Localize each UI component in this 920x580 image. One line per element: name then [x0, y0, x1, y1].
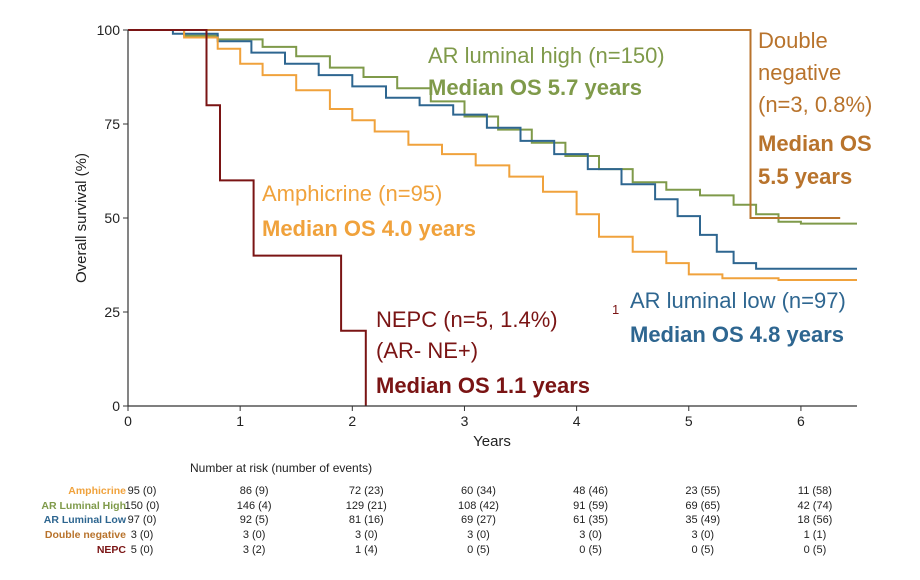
y-tick-label: 50	[104, 210, 120, 226]
risk-row-label: AR Luminal Low	[43, 514, 126, 526]
risk-cell: 72 (23)	[348, 485, 384, 497]
survival-curves	[128, 29, 857, 406]
y-axis-label: Overall survival (%)	[73, 153, 90, 283]
nepc-footnote: 1	[612, 302, 619, 317]
ticks: 0 1 2 3 4 5 6 0 25 50 75 100	[97, 22, 805, 429]
kaplan-meier-chart: Years Overall survival (%) 0 1 2 3 4 5 6 0 25 50 7…	[73, 22, 872, 450]
ar-high-name: AR luminal high (n=150)	[428, 43, 665, 68]
risk-cell: 61 (35)	[573, 514, 609, 526]
risk-cell: 3 (0)	[579, 529, 602, 541]
risk-cell: 81 (16)	[348, 514, 384, 526]
risk-row-label: NEPC	[96, 544, 126, 556]
amph-median: Median OS 4.0 years	[262, 216, 476, 241]
y-tick-label: 0	[112, 398, 120, 414]
risk-row-label: Amphicrine	[68, 485, 126, 497]
risk-cell: 69 (27)	[461, 514, 496, 526]
risk-row: Double negative 3 (0) 3 (0) 3 (0) 3 (0) 3 (0)…	[0, 529, 920, 541]
dn-median: Median OS	[758, 131, 872, 156]
dn-line2: negative	[758, 60, 841, 85]
risk-cell: 3 (0)	[354, 529, 378, 541]
risk-cell: 91 (59)	[573, 500, 609, 512]
risk-cell: 3 (2)	[242, 544, 266, 556]
risk-cell: 95 (0)	[127, 485, 157, 497]
risk-cell: 0 (5)	[691, 544, 715, 556]
risk-cell: 3 (0)	[691, 529, 715, 541]
y-tick-label: 75	[104, 116, 120, 132]
risk-cell: 3 (0)	[242, 529, 266, 541]
risk-cell: 69 (65)	[685, 500, 721, 512]
risk-cell: 60 (34)	[461, 485, 496, 497]
risk-cell: 35 (49)	[685, 514, 721, 526]
risk-cell: 108 (42)	[457, 500, 499, 512]
risk-row: Amphicrine 95 (0) 86 (9) 72 (23) 60 (34) 48 (…	[0, 485, 920, 497]
risk-cell: 18 (56)	[797, 514, 833, 526]
risk-row-label: Double negative	[44, 529, 126, 541]
risk-cell: 0 (5)	[803, 544, 827, 556]
risk-cell: 97 (0)	[127, 514, 157, 526]
risk-cell: 3 (0)	[467, 529, 490, 541]
risk-cell: 0 (5)	[467, 544, 490, 556]
x-tick-label: 5	[685, 413, 693, 429]
risk-row-label: AR Luminal High	[41, 500, 126, 512]
curve-ar-luminal-low-n-97	[128, 29, 857, 270]
risk-cell: 3 (0)	[130, 529, 154, 541]
nepc-subtype: (AR- NE+)	[376, 338, 478, 363]
risk-cell: 1 (4)	[354, 544, 378, 556]
axes: Years Overall survival (%)	[73, 30, 857, 450]
ar-low-median: Median OS 4.8 years	[630, 322, 844, 347]
risk-row: NEPC 5 (0) 3 (2) 1 (4) 0 (5) 0 (5) 0 (5) 0 (5)	[0, 544, 920, 556]
x-tick-label: 3	[461, 413, 469, 429]
nepc-name: NEPC (n=5, 1.4%)	[376, 307, 558, 332]
annotations: AR luminal high (n=150) Median OS 5.7 ye…	[262, 28, 872, 398]
nepc-median: Median OS 1.1 years	[376, 373, 590, 398]
risk-cell: 5 (0)	[130, 544, 154, 556]
risk-cell: 0 (5)	[579, 544, 602, 556]
dn-line1: Double	[758, 28, 828, 53]
risk-row: AR Luminal High 150 (0) 146 (4) 129 (21) 108…	[0, 500, 920, 512]
risk-table-title: Number at risk (number of events)	[190, 461, 373, 475]
risk-cell: 42 (74)	[797, 500, 833, 512]
risk-cell: 1 (1)	[803, 529, 827, 541]
y-tick-label: 25	[104, 304, 120, 320]
x-tick-label: 2	[348, 413, 356, 429]
curve-amphicrine-n-95	[128, 29, 857, 281]
risk-cell: 48 (46)	[573, 485, 609, 497]
curve-ar-luminal-high-n-150	[128, 29, 857, 225]
risk-cell: 150 (0)	[124, 500, 160, 512]
x-axis-label: Years	[473, 433, 511, 450]
risk-cell: 23 (55)	[685, 485, 721, 497]
risk-cell: 146 (4)	[236, 500, 272, 512]
risk-cell: 11 (58)	[797, 485, 832, 497]
curve-nepc-n-5-1-4	[128, 29, 367, 406]
dn-median-value: 5.5 years	[758, 164, 852, 189]
risk-cell: 86 (9)	[239, 485, 269, 497]
amph-name: Amphicrine (n=95)	[262, 181, 442, 206]
curve-double-negative	[128, 29, 841, 219]
y-tick-label: 100	[97, 22, 121, 38]
ar-low-name: AR luminal low (n=97)	[630, 288, 846, 313]
ar-high-median: Median OS 5.7 years	[428, 75, 642, 100]
risk-row: AR Luminal Low 97 (0) 92 (5) 81 (16) 69 (27)…	[0, 514, 920, 526]
dn-line3: (n=3, 0.8%)	[758, 92, 872, 117]
x-tick-label: 4	[573, 413, 581, 429]
x-tick-label: 0	[124, 413, 132, 429]
x-tick-label: 6	[797, 413, 805, 429]
risk-cell: 129 (21)	[345, 500, 387, 512]
risk-cell: 92 (5)	[239, 514, 269, 526]
x-tick-label: 1	[236, 413, 244, 429]
